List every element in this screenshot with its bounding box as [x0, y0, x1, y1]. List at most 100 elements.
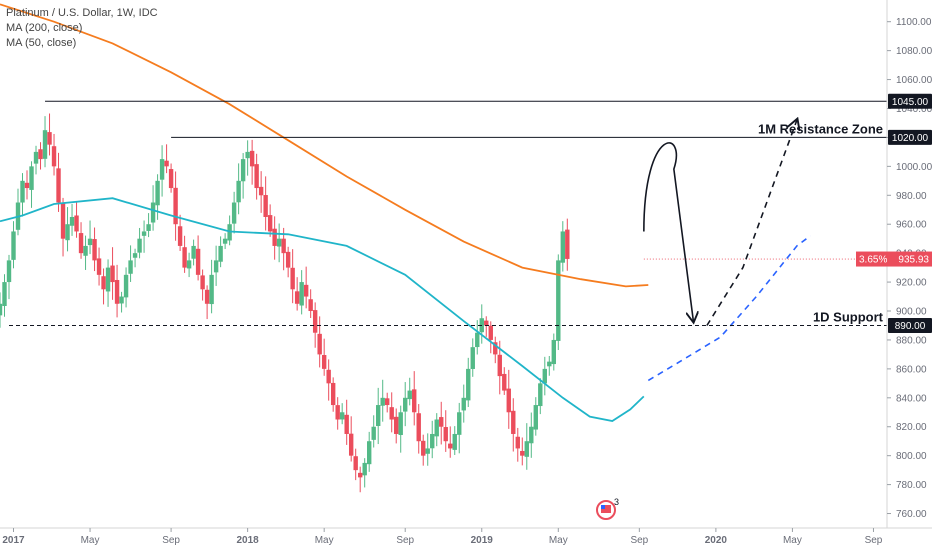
x-axis[interactable]: 2017 May Sep 2018 May Sep 2019 May Sep 2020 May Sep — [2, 528, 883, 546]
candle[interactable] — [425, 448, 430, 454]
projection-line[interactable] — [647, 235, 811, 382]
candle[interactable] — [335, 405, 340, 420]
candle[interactable] — [466, 368, 471, 401]
candle[interactable] — [542, 368, 547, 384]
candle[interactable] — [484, 320, 489, 326]
candle[interactable] — [146, 224, 151, 231]
candle[interactable] — [222, 238, 228, 244]
candle[interactable] — [101, 276, 106, 290]
candle[interactable] — [51, 146, 57, 167]
candle[interactable] — [380, 397, 385, 406]
candle[interactable] — [303, 284, 309, 297]
candle[interactable] — [321, 355, 327, 369]
candle[interactable] — [110, 265, 115, 283]
candle[interactable] — [245, 151, 250, 159]
candle[interactable] — [430, 433, 435, 449]
candle[interactable] — [177, 226, 183, 246]
candle[interactable] — [83, 245, 88, 256]
candle[interactable] — [60, 203, 66, 239]
candle[interactable] — [511, 410, 516, 434]
candle[interactable] — [182, 247, 187, 268]
candle[interactable] — [538, 383, 543, 407]
candle[interactable] — [150, 202, 156, 223]
candle[interactable] — [452, 433, 457, 450]
candle[interactable] — [493, 342, 498, 355]
candle[interactable] — [506, 388, 511, 413]
candle[interactable] — [272, 228, 277, 246]
candle[interactable] — [290, 267, 295, 290]
candle[interactable] — [366, 441, 372, 465]
y-axis[interactable]: 760.00 780.00 800.00 820.00 840.00 860.00 880.… — [887, 17, 932, 520]
candle[interactable] — [308, 299, 313, 312]
candle[interactable] — [11, 231, 16, 260]
candle[interactable] — [33, 151, 39, 164]
candle[interactable] — [195, 248, 201, 275]
candle[interactable] — [267, 215, 273, 232]
candle[interactable] — [69, 216, 75, 226]
candle[interactable] — [434, 419, 439, 437]
candle[interactable] — [457, 412, 462, 435]
candle[interactable] — [231, 202, 237, 224]
candle[interactable] — [348, 433, 354, 456]
candle[interactable] — [475, 332, 480, 348]
ma200-legend[interactable]: MA (200, close) — [6, 22, 83, 34]
candle[interactable] — [357, 472, 363, 478]
candle[interactable] — [412, 389, 417, 413]
symbol-title[interactable]: Platinum / U.S. Dollar, 1W, IDC — [6, 7, 158, 19]
candle[interactable] — [38, 149, 43, 160]
candle[interactable] — [470, 347, 475, 369]
candle[interactable] — [339, 412, 345, 420]
candle[interactable] — [78, 233, 84, 254]
candle[interactable] — [141, 231, 147, 236]
candle[interactable] — [105, 267, 111, 292]
candle[interactable] — [439, 417, 444, 427]
candle[interactable] — [326, 369, 331, 384]
candle[interactable] — [344, 414, 349, 434]
candle[interactable] — [515, 436, 520, 449]
candle[interactable] — [556, 260, 561, 341]
candle[interactable] — [65, 224, 70, 241]
candle[interactable] — [258, 186, 264, 196]
candle[interactable] — [281, 238, 286, 254]
candle[interactable] — [398, 412, 403, 436]
candle[interactable] — [2, 282, 7, 307]
candle[interactable] — [421, 440, 426, 456]
candle[interactable] — [123, 274, 129, 298]
candle[interactable] — [6, 260, 12, 283]
candle[interactable] — [560, 231, 566, 263]
candle[interactable] — [240, 159, 246, 182]
candle[interactable] — [213, 260, 219, 273]
candle[interactable] — [186, 260, 192, 269]
candle[interactable] — [389, 407, 394, 420]
candle[interactable] — [204, 289, 210, 304]
candle[interactable] — [394, 416, 399, 434]
candle[interactable] — [236, 180, 241, 203]
candle[interactable] — [87, 238, 93, 246]
ma50-legend[interactable]: MA (50, close) — [6, 37, 77, 49]
candle[interactable] — [114, 279, 120, 304]
candle[interactable] — [249, 150, 255, 167]
candle[interactable] — [254, 164, 259, 189]
candle[interactable] — [200, 275, 205, 290]
candle[interactable] — [285, 251, 291, 268]
candle[interactable] — [132, 253, 138, 258]
candle[interactable] — [317, 333, 322, 355]
candle[interactable] — [42, 130, 48, 159]
candle[interactable] — [330, 382, 336, 406]
ma50-line[interactable] — [0, 197, 645, 422]
candle[interactable] — [92, 239, 97, 261]
candle[interactable] — [497, 354, 502, 377]
drawn-pullback-arrow[interactable] — [643, 142, 694, 321]
candle[interactable] — [299, 282, 304, 306]
candle[interactable] — [448, 443, 453, 449]
candle[interactable] — [0, 303, 3, 316]
candle[interactable] — [403, 397, 408, 412]
candle[interactable] — [56, 168, 61, 203]
candle[interactable] — [551, 339, 556, 365]
candle[interactable] — [155, 180, 160, 206]
candle[interactable] — [209, 274, 214, 305]
candle[interactable] — [312, 310, 318, 333]
candle[interactable] — [137, 238, 142, 253]
candle[interactable] — [20, 180, 25, 203]
